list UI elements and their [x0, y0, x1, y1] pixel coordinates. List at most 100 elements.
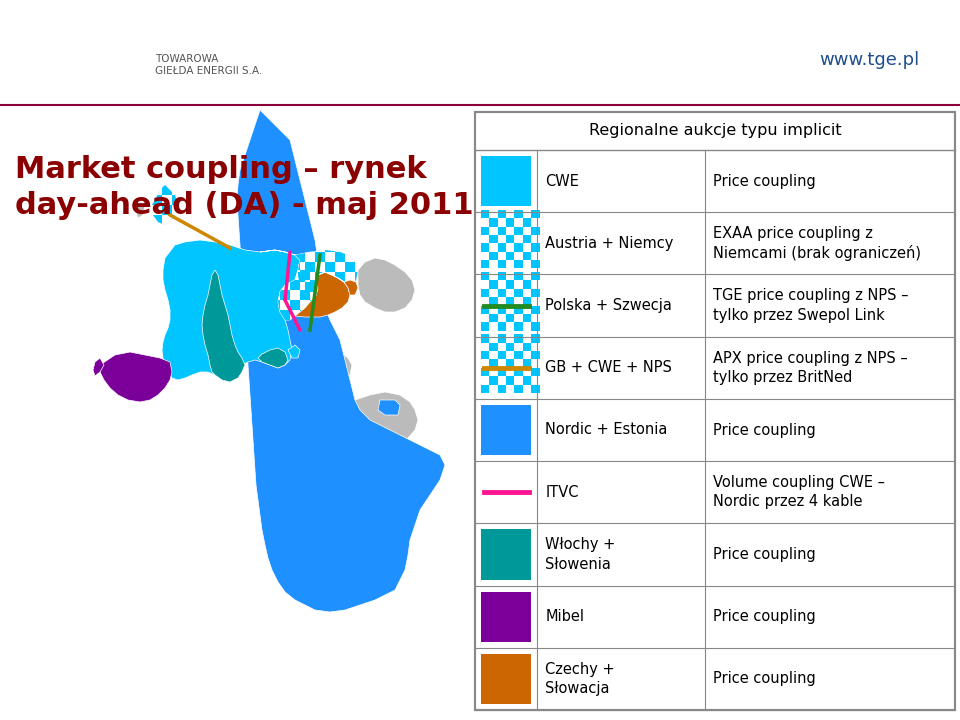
Bar	[490, 297, 497, 305]
Bar	[515, 305, 523, 314]
Bar	[490, 376, 497, 384]
Bar	[497, 243, 506, 252]
Bar	[497, 351, 506, 359]
Bar	[315, 272, 325, 282]
Bar	[497, 210, 506, 218]
Bar	[295, 292, 305, 302]
Polygon shape	[93, 358, 104, 376]
Bar	[497, 289, 506, 297]
Bar	[481, 289, 490, 297]
Bar	[475, 112, 955, 710]
Polygon shape	[260, 250, 318, 320]
Bar	[515, 210, 523, 218]
Polygon shape	[258, 348, 288, 368]
Bar	[531, 272, 540, 281]
Bar	[490, 359, 497, 368]
Text: Price coupling: Price coupling	[713, 174, 816, 189]
Text: GB + CWE + NPS: GB + CWE + NPS	[545, 360, 672, 375]
Bar	[305, 242, 315, 252]
Bar	[270, 280, 280, 290]
Bar	[481, 654, 532, 704]
Bar	[506, 359, 515, 368]
Text: ITVC: ITVC	[545, 485, 579, 500]
Bar	[260, 290, 270, 300]
Bar	[481, 467, 532, 518]
Bar	[506, 281, 515, 289]
Bar	[515, 289, 523, 297]
Bar	[523, 314, 531, 323]
Text: TGE price coupling z NPS –
tylko przez Swepol Link: TGE price coupling z NPS – tylko przez S…	[713, 289, 909, 323]
Bar	[305, 262, 315, 272]
Text: TOWAROWA
GIEŁDA ENERGII S.A.: TOWAROWA GIEŁDA ENERGII S.A.	[155, 54, 262, 76]
Polygon shape	[152, 185, 178, 225]
Bar	[481, 210, 490, 218]
Bar	[515, 227, 523, 235]
Bar	[481, 260, 490, 269]
Bar	[490, 218, 497, 227]
Text: Price coupling: Price coupling	[713, 671, 816, 686]
Bar	[260, 310, 270, 320]
Bar	[497, 227, 506, 235]
Polygon shape	[288, 345, 300, 358]
Bar	[490, 314, 497, 323]
Bar	[162, 185, 172, 195]
Bar	[523, 376, 531, 384]
Bar	[481, 281, 532, 330]
Bar	[481, 384, 490, 393]
Bar	[515, 260, 523, 269]
Polygon shape	[295, 250, 358, 302]
Bar	[280, 270, 290, 280]
Bar	[295, 252, 305, 262]
Bar	[506, 343, 515, 351]
Bar	[305, 282, 315, 292]
Text: Austria + Niemcy: Austria + Niemcy	[545, 236, 674, 251]
Text: Price coupling: Price coupling	[713, 609, 816, 624]
Bar	[481, 405, 532, 455]
Polygon shape	[358, 258, 415, 312]
Bar	[481, 334, 490, 343]
Bar	[300, 270, 310, 280]
Bar	[515, 323, 523, 330]
Polygon shape	[260, 250, 318, 320]
Bar	[523, 281, 531, 289]
Text: Regionalne aukcje typu implicit: Regionalne aukcje typu implicit	[588, 124, 841, 138]
Bar	[497, 368, 506, 376]
Bar	[481, 243, 490, 252]
Bar	[295, 272, 305, 282]
Bar	[531, 227, 540, 235]
Bar	[506, 314, 515, 323]
Bar	[315, 292, 325, 302]
Bar	[531, 384, 540, 393]
Bar	[290, 260, 300, 270]
Bar	[270, 300, 280, 310]
Bar	[355, 272, 365, 282]
Polygon shape	[318, 272, 358, 295]
Text: Price coupling: Price coupling	[713, 423, 816, 438]
Bar	[325, 282, 335, 292]
Bar	[310, 280, 320, 290]
Bar	[523, 235, 531, 243]
Bar	[310, 300, 320, 310]
Bar	[515, 272, 523, 281]
Bar	[300, 310, 310, 320]
Bar	[335, 252, 345, 262]
Bar	[315, 252, 325, 262]
Bar	[270, 260, 280, 270]
Bar	[355, 292, 365, 302]
Bar	[523, 297, 531, 305]
Bar	[335, 272, 345, 282]
Bar	[481, 156, 532, 206]
Bar	[290, 280, 300, 290]
Bar	[481, 368, 490, 376]
Text: Polska + Szwecja: Polska + Szwecja	[545, 298, 672, 313]
Bar	[260, 270, 270, 280]
Bar	[506, 297, 515, 305]
Bar	[497, 272, 506, 281]
Polygon shape	[202, 270, 245, 382]
Bar	[481, 323, 490, 330]
Bar	[481, 272, 490, 281]
Polygon shape	[100, 352, 172, 402]
Bar	[506, 218, 515, 227]
Bar	[490, 235, 497, 243]
Polygon shape	[355, 392, 418, 442]
